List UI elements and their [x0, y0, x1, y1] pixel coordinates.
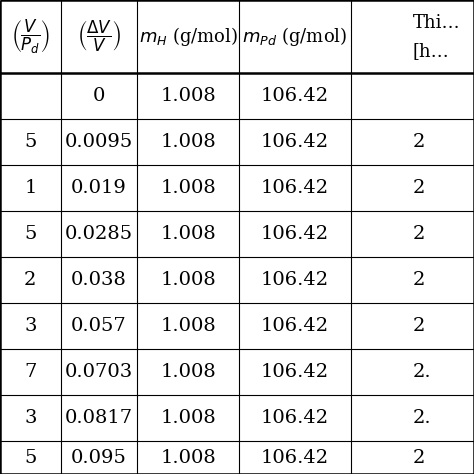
Text: 2: 2	[412, 318, 425, 335]
Text: 0.095: 0.095	[71, 449, 127, 466]
Text: 106.42: 106.42	[261, 88, 329, 105]
Text: 0.057: 0.057	[71, 318, 127, 335]
Text: 0: 0	[93, 88, 105, 105]
Text: 2: 2	[412, 272, 425, 289]
Text: 106.42: 106.42	[261, 134, 329, 151]
Text: 106.42: 106.42	[261, 410, 329, 427]
Text: 1.008: 1.008	[161, 410, 216, 427]
Text: 106.42: 106.42	[261, 180, 329, 197]
Text: $m_H$ (g/mol): $m_H$ (g/mol)	[139, 25, 238, 48]
Text: 2: 2	[24, 272, 36, 289]
Text: 0.0703: 0.0703	[65, 364, 133, 381]
Text: 2: 2	[412, 180, 425, 197]
Text: 1: 1	[24, 180, 36, 197]
Text: [h…: [h…	[412, 42, 449, 60]
Text: 7: 7	[24, 364, 36, 381]
Text: 1.008: 1.008	[161, 449, 216, 466]
Text: 3: 3	[24, 410, 36, 427]
Text: 1.008: 1.008	[161, 180, 216, 197]
Text: 0.038: 0.038	[71, 272, 127, 289]
Text: 2.: 2.	[412, 364, 431, 381]
Text: 106.42: 106.42	[261, 226, 329, 243]
Text: 106.42: 106.42	[261, 318, 329, 335]
Text: 106.42: 106.42	[261, 364, 329, 381]
Text: 1.008: 1.008	[161, 88, 216, 105]
Text: 2: 2	[412, 134, 425, 151]
Text: 0.0095: 0.0095	[65, 134, 133, 151]
Text: 0.019: 0.019	[71, 180, 127, 197]
Text: Thi…: Thi…	[412, 14, 460, 31]
Text: $m_{Pd}$ (g/mol): $m_{Pd}$ (g/mol)	[242, 25, 348, 48]
Text: $\left(\dfrac{\Delta V}{V}\right)$: $\left(\dfrac{\Delta V}{V}\right)$	[77, 19, 121, 55]
Text: 3: 3	[24, 318, 36, 335]
Text: 106.42: 106.42	[261, 272, 329, 289]
Text: 0.0285: 0.0285	[65, 226, 133, 243]
Text: 2.: 2.	[412, 410, 431, 427]
Text: 106.42: 106.42	[261, 449, 329, 466]
Text: 1.008: 1.008	[161, 318, 216, 335]
Text: 2: 2	[412, 449, 425, 466]
Text: 1.008: 1.008	[161, 226, 216, 243]
Text: 1.008: 1.008	[161, 272, 216, 289]
Text: 1.008: 1.008	[161, 134, 216, 151]
Text: 5: 5	[24, 134, 36, 151]
Text: $\left(\dfrac{V}{P_d}\right)$: $\left(\dfrac{V}{P_d}\right)$	[10, 18, 50, 56]
Text: 2: 2	[412, 226, 425, 243]
Text: 5: 5	[24, 226, 36, 243]
Text: 1.008: 1.008	[161, 364, 216, 381]
Text: 0.0817: 0.0817	[65, 410, 133, 427]
Text: 5: 5	[24, 449, 36, 466]
